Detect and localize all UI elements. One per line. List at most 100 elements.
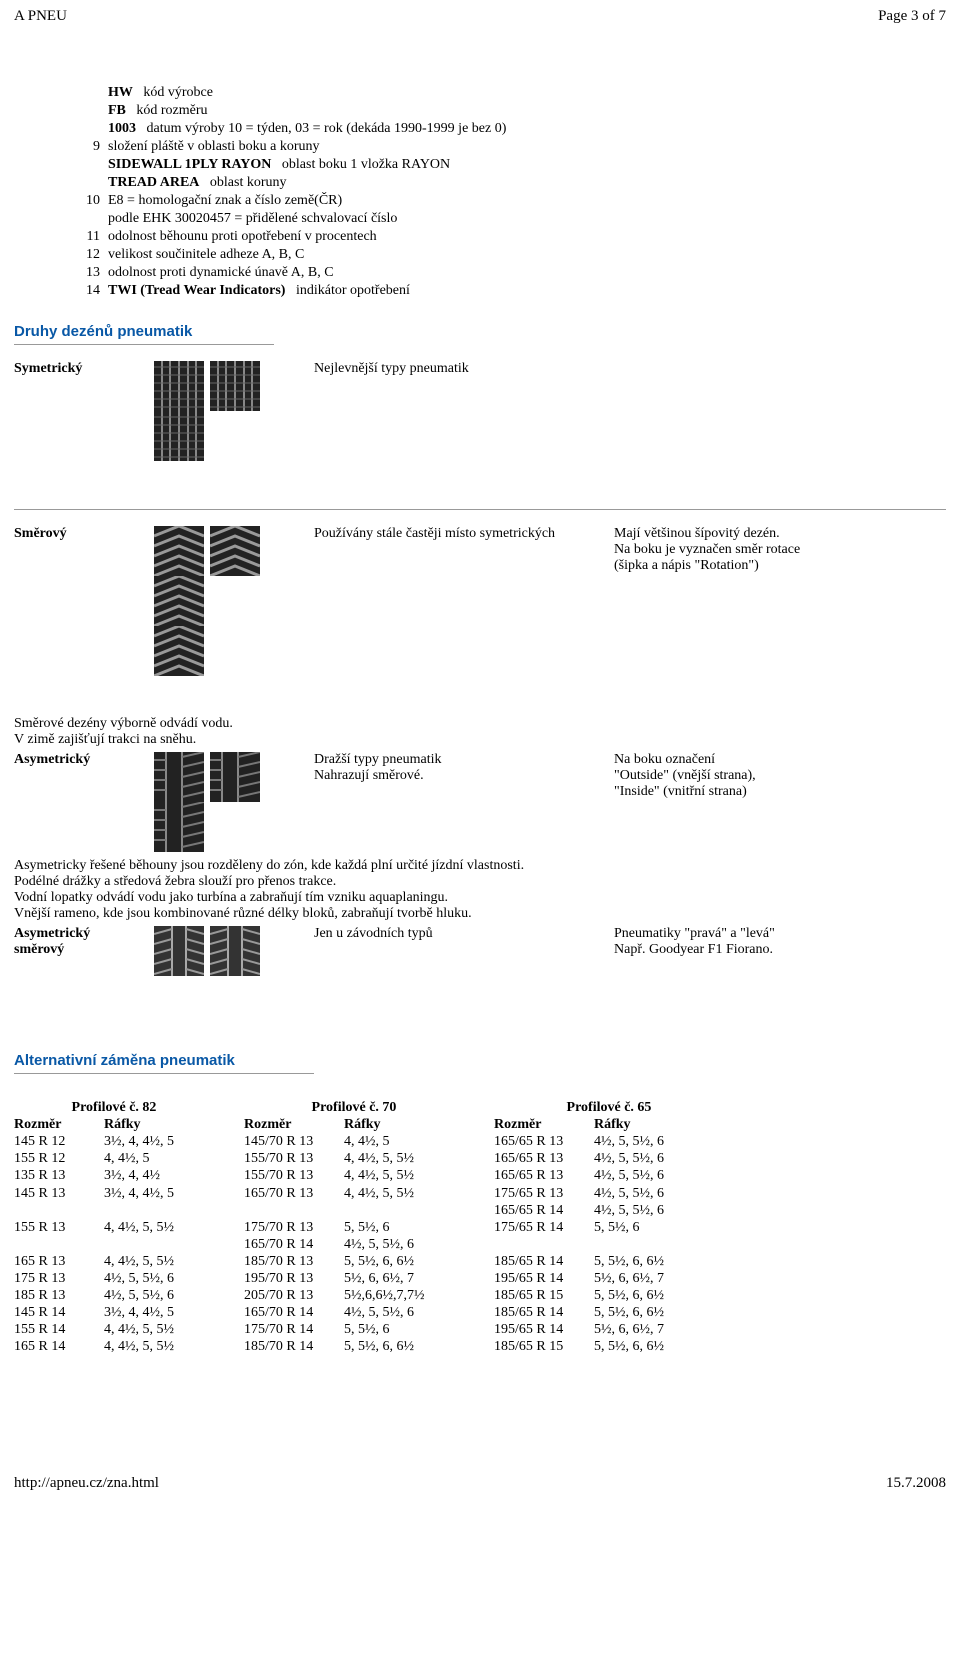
alt-cell: 4, 4½, 5, 5½ <box>104 1220 214 1236</box>
alt-cell: 4½, 5, 5½, 6 <box>344 1305 464 1321</box>
tire-icon <box>210 361 260 411</box>
def-index: 14 <box>74 283 100 299</box>
alt-cell <box>214 1220 244 1236</box>
alt-rule <box>14 1073 314 1074</box>
tire-icon <box>154 576 204 626</box>
alt-cell: 165/65 R 13 <box>494 1134 594 1150</box>
alt-cell <box>214 1305 244 1321</box>
alt-cell <box>464 1237 494 1253</box>
alt-cell: 165/70 R 13 <box>244 1186 344 1202</box>
tire-icon <box>154 752 204 802</box>
patterns-rule <box>14 344 274 345</box>
alt-cell: 5, 5½, 6, 6½ <box>594 1254 724 1270</box>
def-line: HW kód výrobce <box>108 85 946 101</box>
alt-cell: 185 R 13 <box>14 1288 104 1304</box>
alt-cell <box>464 1271 494 1287</box>
alt-cell <box>214 1254 244 1270</box>
alt-cell <box>464 1220 494 1236</box>
directional-extra-text: Směrové dezény výborně odvádí vodu. V zi… <box>14 716 946 748</box>
alt-cell: 155 R 13 <box>14 1220 104 1236</box>
def-index <box>74 103 100 119</box>
alt-cell: 3½, 4, 4½, 5 <box>104 1186 214 1202</box>
def-line: SIDEWALL 1PLY RAYON oblast boku 1 vložka… <box>108 157 946 173</box>
def-index <box>74 175 100 191</box>
alt-cell: 165/70 R 14 <box>244 1305 344 1321</box>
alt-cell <box>214 1237 244 1253</box>
def-index: 10 <box>74 193 100 209</box>
pattern-name: Symetrický <box>14 361 154 377</box>
alt-cell <box>214 1339 244 1355</box>
alt-cell <box>214 1168 244 1184</box>
alt-cell: 5, 5½, 6, 6½ <box>344 1339 464 1355</box>
alt-cell <box>14 1237 104 1253</box>
alt-cell <box>464 1203 494 1219</box>
alt-cell <box>464 1151 494 1167</box>
alt-cell: Ráfky <box>594 1117 724 1133</box>
def-index: 13 <box>74 265 100 281</box>
alt-cell <box>214 1271 244 1287</box>
alt-cell: 175 R 13 <box>14 1271 104 1287</box>
def-index: 12 <box>74 247 100 263</box>
alt-cell: 185/65 R 15 <box>494 1339 594 1355</box>
alt-cell: 5½, 6, 6½, 7 <box>594 1271 724 1287</box>
alt-cell: 4½, 5, 5½, 6 <box>594 1134 724 1150</box>
alt-cell <box>464 1288 494 1304</box>
def-line: TWI (Tread Wear Indicators) indikátor op… <box>108 283 946 299</box>
alt-cell: 3½, 4, 4½, 5 <box>104 1134 214 1150</box>
tire-icon <box>154 361 204 411</box>
tire-icon <box>154 926 204 976</box>
alt-cell: 4, 4½, 5, 5½ <box>344 1168 464 1184</box>
alt-cell: Ráfky <box>104 1117 214 1133</box>
pattern-desc: Dražší typy pneumatik Nahrazují směrové. <box>314 752 614 784</box>
alt-cell <box>214 1134 244 1150</box>
alt-profile-header: Profilové č. 70 <box>244 1100 464 1116</box>
pattern-desc: Jen u závodních typů <box>314 926 614 942</box>
alt-cell: 165/70 R 14 <box>244 1237 344 1253</box>
alt-cell: 195/70 R 13 <box>244 1271 344 1287</box>
pattern-row-directional: Směrový Používány stále častěji místo sy… <box>14 526 946 676</box>
alt-cell <box>594 1237 724 1253</box>
page-header: A PNEU Page 3 of 7 <box>14 8 946 25</box>
alt-cell: 4, 4½, 5 <box>344 1134 464 1150</box>
alt-cell: 185/70 R 14 <box>244 1339 344 1355</box>
tire-icon <box>154 411 204 461</box>
alt-cell: 145 R 14 <box>14 1305 104 1321</box>
alt-cell: 175/65 R 14 <box>494 1220 594 1236</box>
def-line: TREAD AREA oblast koruny <box>108 175 946 191</box>
alt-cell: 4½, 5, 5½, 6 <box>594 1203 724 1219</box>
alt-cell: 4, 4½, 5 <box>104 1151 214 1167</box>
def-index <box>74 211 100 227</box>
alt-heading: Alternativní záměna pneumatik <box>14 1052 946 1069</box>
alt-cell <box>464 1305 494 1321</box>
alt-cell: 185/70 R 13 <box>244 1254 344 1270</box>
tire-icon <box>210 926 260 976</box>
def-line: 1003 datum výroby 10 = týden, 03 = rok (… <box>108 121 946 137</box>
pattern-row-symmetric: Symetrický Nejlevnější typy pneumatik <box>14 361 946 461</box>
alt-cell <box>464 1186 494 1202</box>
alt-cell: Rozměr <box>494 1117 594 1133</box>
alt-cell: 5, 5½, 6, 6½ <box>344 1254 464 1270</box>
alt-cell <box>464 1168 494 1184</box>
alt-cell: 175/65 R 13 <box>494 1186 594 1202</box>
tire-icon <box>210 752 260 802</box>
alt-cell: 165/65 R 13 <box>494 1151 594 1167</box>
alt-cell <box>104 1237 214 1253</box>
header-title: A PNEU <box>14 8 67 25</box>
def-line: odolnost proti dynamické únavě A, B, C <box>108 265 946 281</box>
alt-cell <box>464 1339 494 1355</box>
tire-icon <box>210 526 260 576</box>
alt-cell <box>214 1322 244 1338</box>
alt-cell: 4, 4½, 5, 5½ <box>344 1151 464 1167</box>
alt-cell: 145 R 12 <box>14 1134 104 1150</box>
pattern-row-asym-directional: Asymetrický směrový Jen u závodních typů… <box>14 926 946 976</box>
alt-cell <box>214 1288 244 1304</box>
def-index: 9 <box>74 139 100 155</box>
def-line: podle EHK 30020457 = přidělené schvalova… <box>108 211 946 227</box>
alt-cell <box>214 1203 244 1219</box>
pattern-images <box>154 926 314 976</box>
pattern-row-asymmetric: Asymetrický Dražší typy pneumatik Nahraz… <box>14 752 946 852</box>
alt-cell: 5, 5½, 6, 6½ <box>594 1339 724 1355</box>
alt-profile-header: Profilové č. 82 <box>14 1100 214 1116</box>
def-index: 11 <box>74 229 100 245</box>
alt-cell <box>214 1117 244 1133</box>
